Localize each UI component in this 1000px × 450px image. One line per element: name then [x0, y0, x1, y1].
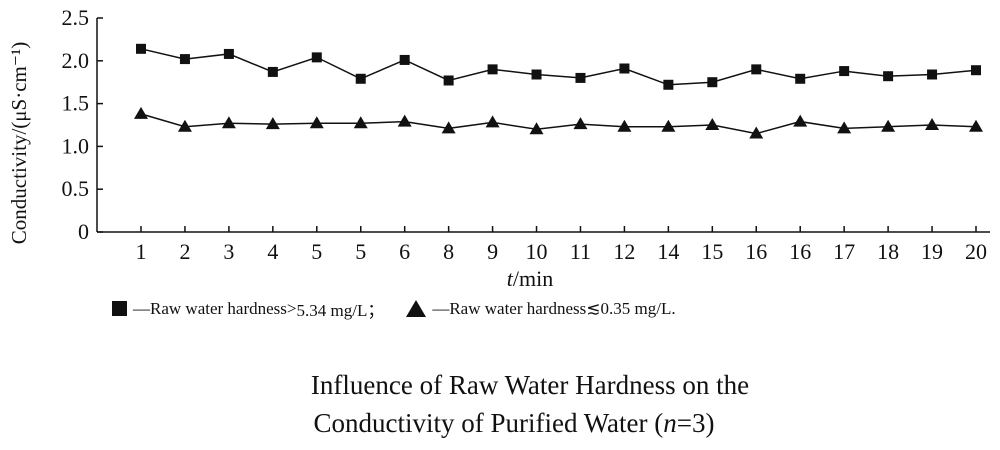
- square-data-point: [619, 63, 630, 74]
- y-tick-label: 1.0: [62, 133, 90, 158]
- x-tick-label: 2: [179, 239, 190, 264]
- square-data-point: [136, 43, 146, 54]
- triangle-data-point: [265, 117, 280, 130]
- y-axis-label: Conductivity/(μS·cm⁻¹): [7, 42, 31, 244]
- x-tick-label: 15: [701, 239, 723, 264]
- caption-sample-size-symbol: n: [663, 408, 677, 438]
- x-tick-label: 3: [223, 239, 234, 264]
- square-data-point: [971, 65, 981, 76]
- square-data-point: [355, 73, 366, 84]
- x-tick-label: 17: [833, 239, 855, 264]
- caption-line-2-start: Conductivity of Purified Water (: [313, 408, 664, 438]
- triangle-data-point: [617, 119, 632, 132]
- triangle-data-point: [881, 119, 896, 132]
- triangle-data-point: [661, 119, 676, 132]
- square-data-point: [751, 64, 762, 75]
- triangle-data-point: [485, 115, 500, 128]
- x-tick-label: 5: [311, 239, 322, 264]
- caption-line-2-end: =3): [676, 408, 715, 438]
- triangle-data-point: [353, 116, 368, 129]
- x-tick-label: 11: [570, 239, 591, 264]
- x-axis-label-variable: t: [507, 266, 514, 291]
- x-tick-label: 8: [443, 239, 454, 264]
- square-data-point: [663, 79, 674, 90]
- triangle-data-point: [573, 117, 588, 130]
- square-data-point: [927, 69, 938, 80]
- series-1-line: [140, 48, 977, 86]
- y-tick-label: 1.5: [62, 91, 90, 116]
- triangle-data-point: [837, 121, 852, 134]
- figure-caption-line-1: Influence of Raw Water Hardness on the: [310, 370, 750, 400]
- legend-item-1-operator: >: [286, 298, 297, 318]
- square-data-point: [399, 54, 410, 65]
- x-tick-label: 1: [136, 239, 147, 264]
- legend-item-2-prefix: —Raw water hardness: [432, 298, 587, 318]
- x-axis-label: t/min: [507, 266, 553, 291]
- triangle-data-point: [969, 119, 983, 132]
- chart-series: [134, 43, 983, 139]
- legend-item-1-prefix: —Raw water hardness: [133, 298, 287, 318]
- triangle-data-point: [749, 126, 764, 139]
- chart-legend: —Raw water hardness > 5.34 mg/L； —Raw wa…: [112, 296, 676, 321]
- triangle-data-point: [705, 118, 720, 130]
- line-chart: 00.51.01.52.02.5 1 2 3 4 5 5 6 8 9 10 11 12 14 15 16 16…: [7, 5, 990, 291]
- y-axis-ticks: 0 0.5 1.0 1.5 2.0 2.5: [62, 5, 103, 244]
- x-tick-label: 5: [355, 239, 366, 264]
- x-tick-label: 6: [399, 239, 410, 264]
- x-tick-label: 4: [267, 239, 278, 264]
- triangle-data-point: [397, 114, 412, 127]
- legend-item-1-value: 5.34 mg/L；: [296, 301, 385, 320]
- triangle-data-point: [221, 116, 236, 129]
- triangle-data-point: [309, 116, 324, 129]
- square-marker-icon: [112, 301, 127, 316]
- x-tick-label: 16: [745, 239, 767, 264]
- legend-item-2-operator: ≲: [586, 298, 601, 318]
- square-data-point: [707, 77, 718, 88]
- x-tick-label: 14: [657, 239, 679, 264]
- square-data-point: [795, 73, 806, 84]
- x-axis-label-unit: /min: [513, 266, 553, 291]
- series-2-line: [140, 113, 977, 135]
- square-data-point: [531, 69, 542, 80]
- y-tick-label: 2.0: [62, 48, 90, 73]
- square-data-point: [487, 64, 498, 75]
- triangle-data-point: [177, 119, 192, 132]
- square-data-point: [883, 71, 894, 82]
- triangle-data-point: [441, 121, 456, 134]
- x-axis-ticks: 1 2 3 4 5 5 6 8 9 10 11 12 14 15 16 16 17 18 19 20: [136, 226, 987, 264]
- x-tick-label: 12: [613, 239, 635, 264]
- y-tick-label: 2.5: [62, 5, 90, 30]
- x-tick-label: 18: [877, 239, 899, 264]
- x-tick-label: 16: [789, 239, 811, 264]
- x-tick-label: 10: [526, 239, 548, 264]
- x-tick-label: 20: [965, 239, 987, 264]
- triangle-data-point: [925, 118, 940, 130]
- y-tick-label: 0.5: [62, 176, 90, 201]
- square-data-point: [223, 48, 234, 59]
- triangle-marker-icon: [406, 300, 427, 317]
- x-tick-label: 19: [921, 239, 943, 264]
- square-data-point: [443, 75, 454, 86]
- triangle-data-point: [793, 114, 808, 127]
- triangle-data-point: [134, 106, 148, 119]
- square-data-point: [267, 66, 278, 77]
- square-data-point: [575, 72, 586, 83]
- square-data-point: [179, 54, 190, 65]
- x-tick-label: 9: [487, 239, 498, 264]
- y-tick-label: 0: [78, 219, 89, 244]
- chart-axes: [96, 18, 990, 233]
- square-data-point: [839, 66, 850, 77]
- square-data-point: [311, 52, 322, 63]
- figure-caption-line-2: Conductivity of Purified Water (n=3): [14, 408, 1000, 439]
- legend-item-2-value: 0.35 mg/L.: [600, 298, 676, 318]
- triangle-data-point: [529, 122, 544, 135]
